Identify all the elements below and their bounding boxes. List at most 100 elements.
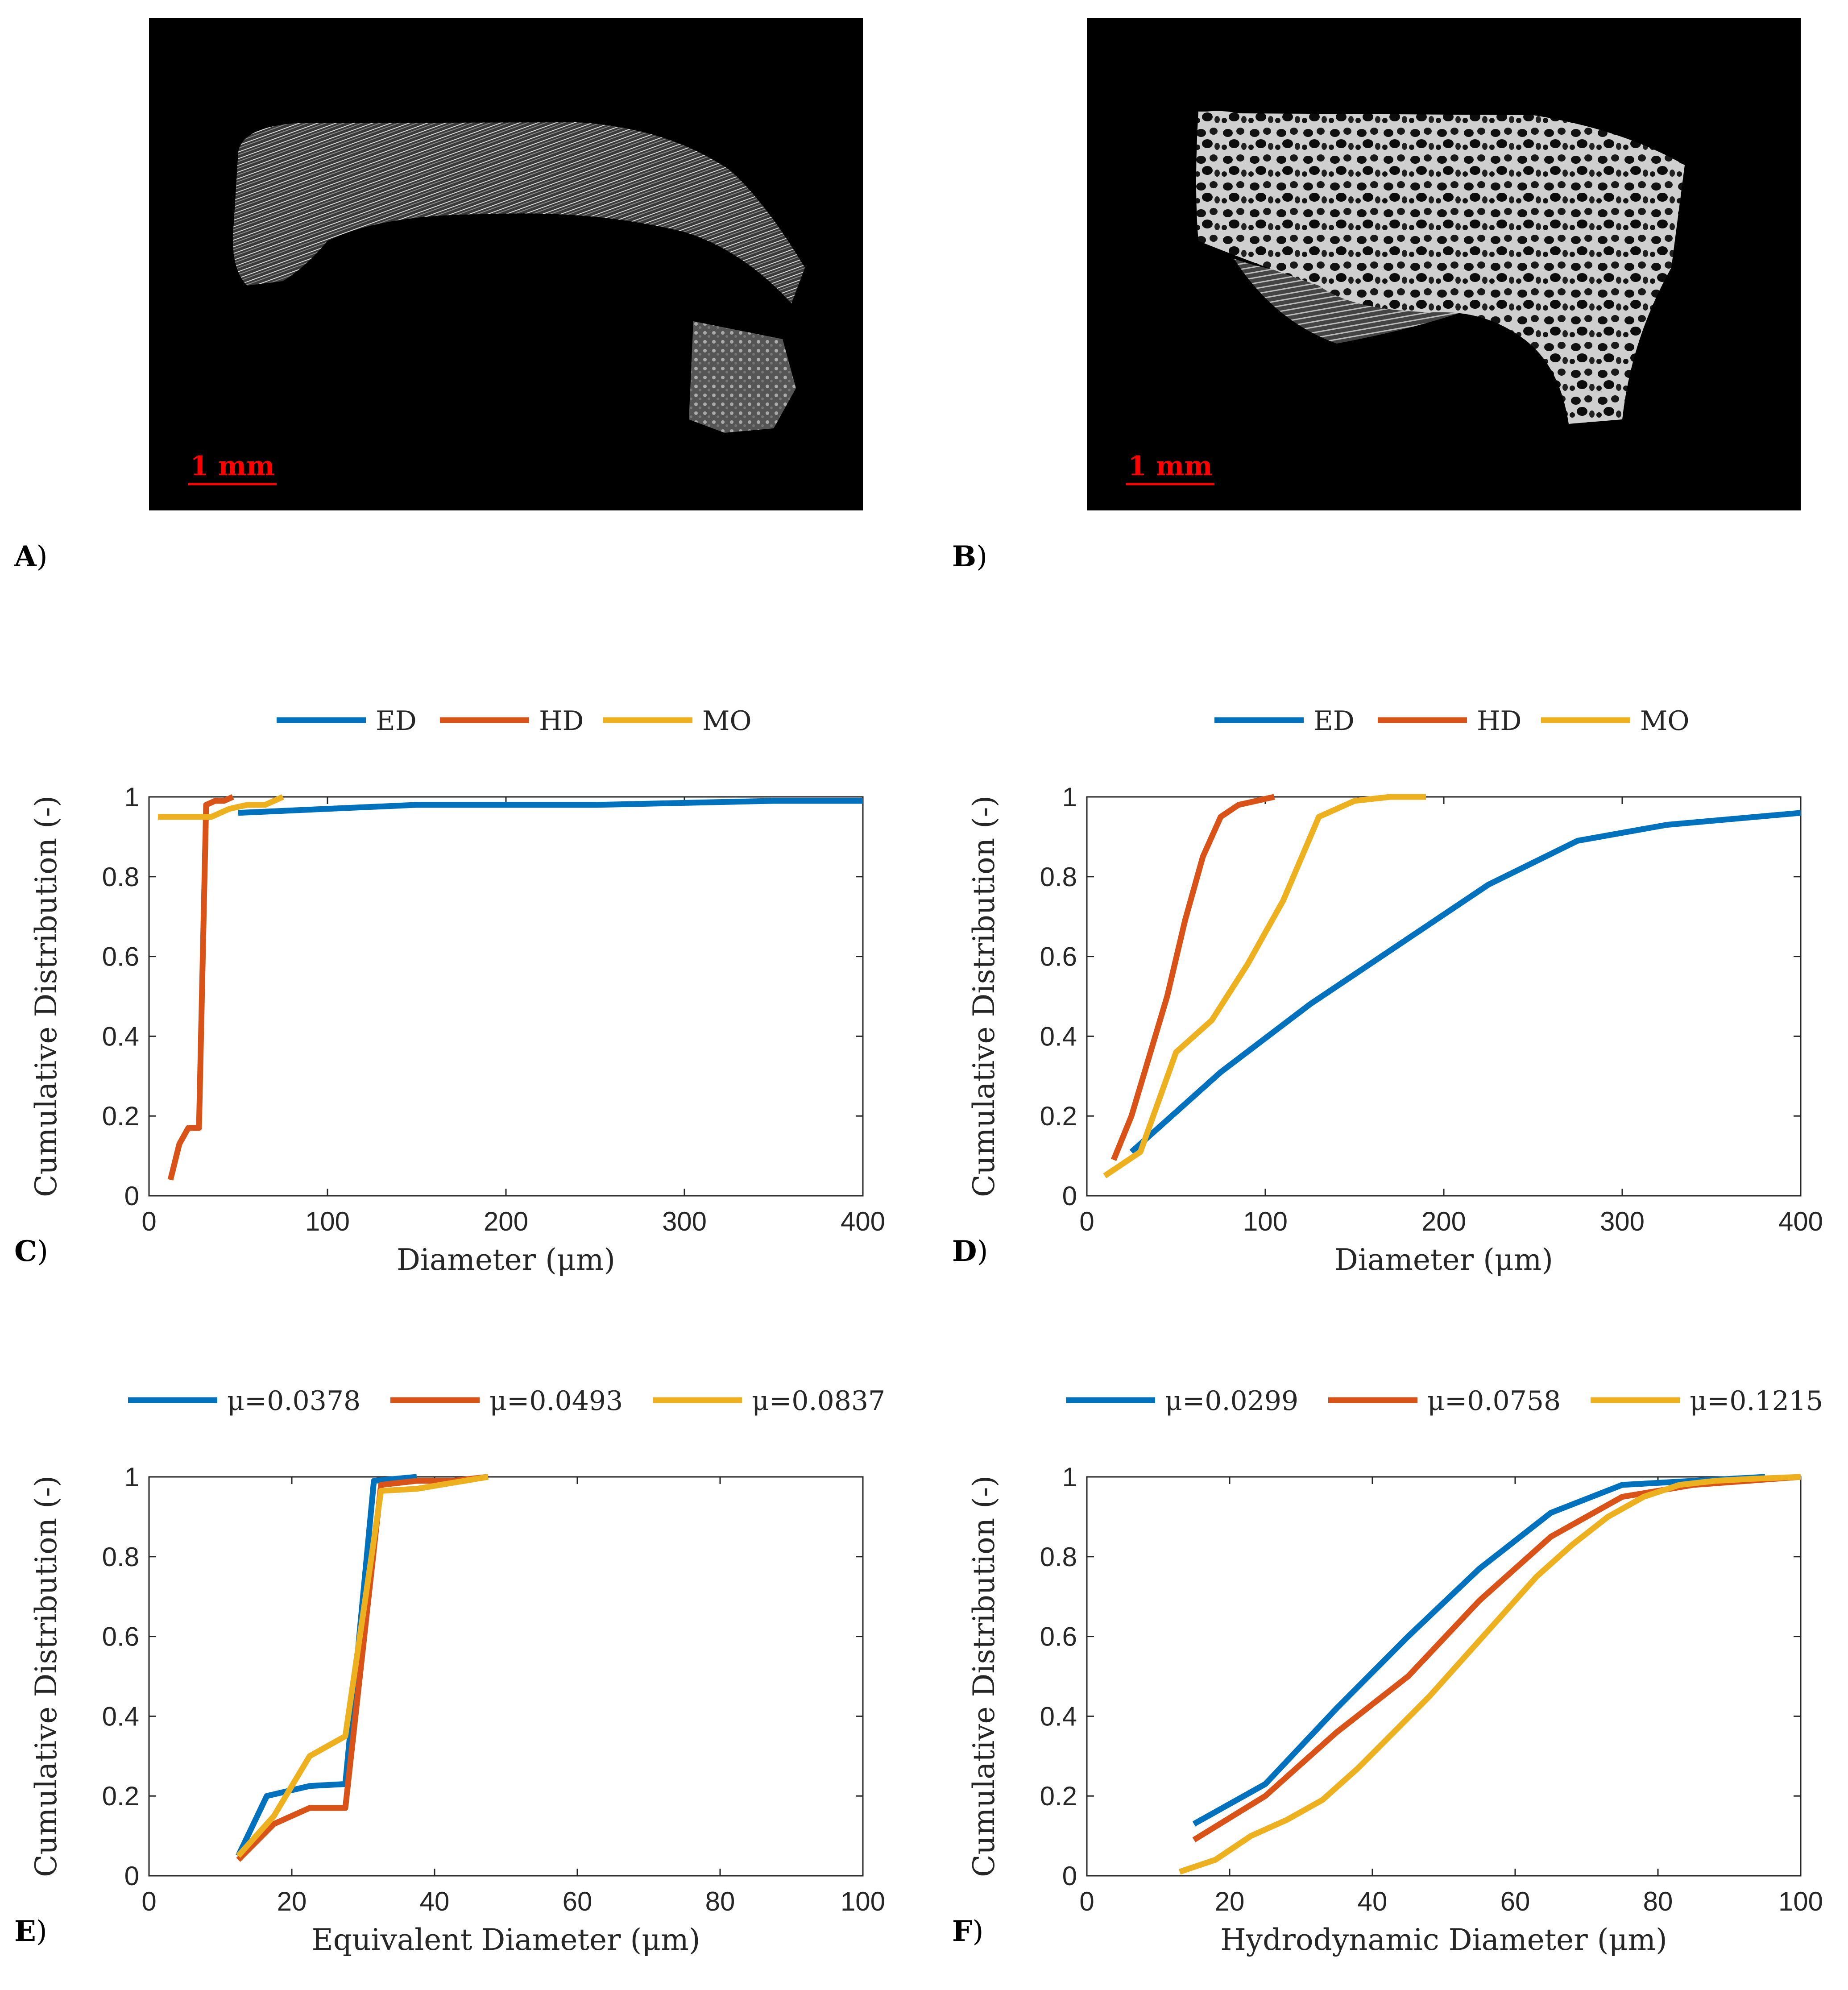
x-tick-label: 0 <box>1079 1206 1094 1236</box>
panel-label: C) <box>14 1235 48 1268</box>
series-line-2 <box>167 794 234 1181</box>
y-tick-label: 0.4 <box>102 1021 139 1051</box>
y-tick-label: 0.4 <box>102 1701 139 1731</box>
y-tick-label: 1 <box>1062 1462 1077 1492</box>
chart-panel-f: 0 20 40 60 80 100 0 0.2 0.4 0.6 0.8 1 Hydrodynamic D… <box>952 1385 1823 1957</box>
x-tick-label: 100 <box>1243 1206 1288 1236</box>
legend-label: ED <box>376 705 417 737</box>
panel-label: E) <box>14 1915 47 1948</box>
y-tick-label: 0.6 <box>102 942 139 972</box>
series-line-1 <box>238 798 863 816</box>
specimen-foam <box>1196 111 1685 424</box>
x-tick-label: 200 <box>1421 1206 1466 1236</box>
y-tick-label: 0.6 <box>1040 942 1077 972</box>
y-tick-label: 0 <box>1062 1181 1077 1211</box>
series-line-2 <box>1110 794 1275 1161</box>
x-tick-label: 80 <box>1643 1886 1673 1916</box>
x-tick-label: 20 <box>277 1886 307 1916</box>
x-axis-label: Equivalent Diameter (μm) <box>312 1923 700 1957</box>
y-tick-label: 0.6 <box>102 1622 139 1652</box>
chart-panel-e: 0 20 40 60 80 100 0 0.2 0.4 0.6 0.8 1 Equivalent Dia… <box>14 1385 885 1957</box>
y-tick-label: 0 <box>124 1181 139 1211</box>
y-tick-label: 1 <box>124 782 139 812</box>
y-tick-label: 0 <box>124 1861 139 1891</box>
y-tick-label: 0.8 <box>102 1542 139 1572</box>
axes-box <box>148 796 864 1197</box>
y-tick-label: 0.6 <box>1040 1622 1077 1652</box>
x-tick-label: 400 <box>1778 1206 1823 1236</box>
series-line-2 <box>236 1474 489 1862</box>
legend-label: μ=0.0837 <box>752 1385 885 1417</box>
x-tick-label: 40 <box>420 1886 450 1916</box>
chart-panel-c: 0 100 200 300 400 0 0.2 0.4 0.6 0.8 1 Diameter (μm)… <box>14 705 885 1277</box>
x-axis-label: Diameter (μm) <box>397 1243 615 1277</box>
legend-label: HD <box>1477 705 1521 737</box>
x-tick-label: 40 <box>1358 1886 1388 1916</box>
x-tick-label: 100 <box>305 1206 350 1236</box>
legend: μ=0.0299 μ=0.0758 μ=0.1215 <box>1066 1385 1823 1417</box>
legend-label: μ=0.1215 <box>1690 1385 1823 1417</box>
legend-label: μ=0.0758 <box>1427 1385 1561 1417</box>
x-tick-label: 0 <box>141 1886 156 1916</box>
x-tick-label: 0 <box>141 1206 156 1236</box>
legend: μ=0.0378 μ=0.0493 μ=0.0837 <box>128 1385 885 1417</box>
x-tick-label: 80 <box>705 1886 735 1916</box>
x-tick-label: 60 <box>1500 1886 1530 1916</box>
x-tick-label: 100 <box>841 1886 885 1916</box>
y-tick-label: 0.2 <box>102 1781 139 1811</box>
x-tick-label: 300 <box>662 1206 707 1236</box>
legend-label: μ=0.0299 <box>1165 1385 1298 1417</box>
x-tick-label: 300 <box>1600 1206 1645 1236</box>
series-line-3 <box>1178 1474 1801 1875</box>
x-tick-label: 200 <box>484 1206 528 1236</box>
series-line-1 <box>1129 810 1801 1154</box>
legend: ED HD MO <box>277 705 752 737</box>
series-line-3 <box>158 794 284 820</box>
x-axis-label: Diameter (μm) <box>1334 1243 1553 1277</box>
legend-label: μ=0.0378 <box>227 1385 360 1417</box>
y-tick-label: 1 <box>1062 782 1077 812</box>
panel-label: F) <box>952 1915 983 1948</box>
y-tick-label: 0 <box>1062 1861 1077 1891</box>
legend-label: ED <box>1313 705 1355 737</box>
x-axis-label: Hydrodynamic Diameter (μm) <box>1220 1923 1667 1957</box>
y-tick-label: 0.4 <box>1040 1021 1077 1051</box>
x-tick-label: 0 <box>1079 1886 1094 1916</box>
series-line-3 <box>1103 794 1426 1178</box>
x-tick-label: 400 <box>841 1206 885 1236</box>
series-line-3 <box>236 1474 489 1858</box>
axes-box <box>148 1476 864 1877</box>
x-tick-label: 60 <box>563 1886 593 1916</box>
x-tick-label: 20 <box>1215 1886 1245 1916</box>
specimen-block <box>689 321 796 433</box>
y-tick-label: 0.8 <box>1040 1542 1077 1572</box>
series-line-1 <box>236 1474 417 1857</box>
x-tick-label: 100 <box>1778 1886 1823 1916</box>
series-line-2 <box>1192 1474 1801 1843</box>
specimen-render-b: 1 mm <box>1126 111 1685 485</box>
y-axis-label: Cumulative Distribution (-) <box>29 1476 63 1877</box>
scalebar-label-a: 1 mm <box>190 451 275 482</box>
y-tick-label: 0.8 <box>102 862 139 892</box>
legend-label: MO <box>702 705 752 737</box>
y-axis-label: Cumulative Distribution (-) <box>967 796 1001 1197</box>
y-axis-label: Cumulative Distribution (-) <box>967 1476 1001 1877</box>
y-tick-label: 0.2 <box>1040 1781 1077 1811</box>
chart-panel-d: 0 100 200 300 400 0 0.2 0.4 0.6 0.8 1 Diameter (μm)… <box>952 705 1823 1277</box>
micro-ct-image-a: 1 mm <box>149 18 863 510</box>
y-tick-label: 0.8 <box>1040 862 1077 892</box>
specimen-arch <box>233 122 805 303</box>
scalebar-label-b: 1 mm <box>1128 451 1213 482</box>
legend-label: μ=0.0493 <box>489 1385 623 1417</box>
y-tick-label: 1 <box>124 1462 139 1492</box>
panel-label-a: A) <box>14 540 48 573</box>
legend: ED HD MO <box>1214 705 1690 737</box>
micro-ct-image-b: 1 mm <box>1087 18 1801 510</box>
y-axis-label: Cumulative Distribution (-) <box>29 796 63 1197</box>
y-tick-label: 0.2 <box>1040 1101 1077 1131</box>
axes-box <box>1086 1476 1802 1877</box>
y-tick-label: 0.2 <box>102 1101 139 1131</box>
y-tick-label: 0.4 <box>1040 1701 1077 1731</box>
series-line-1 <box>1192 1474 1765 1827</box>
panel-label-b: B) <box>952 540 988 573</box>
